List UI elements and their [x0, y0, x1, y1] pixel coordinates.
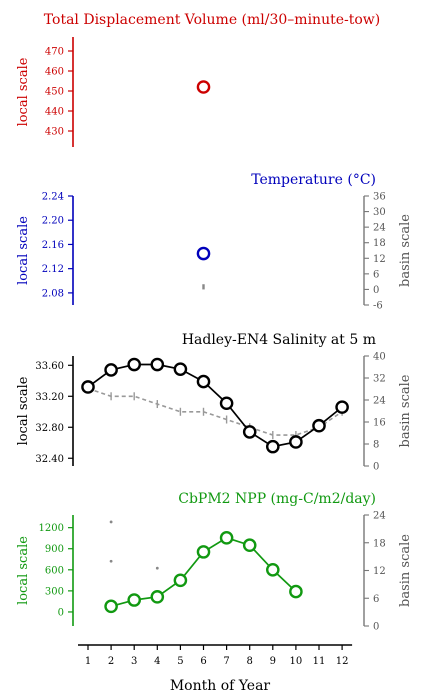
data-point: [196, 545, 211, 559]
left-tick-label: 440: [45, 107, 64, 118]
basin-point: [109, 559, 113, 563]
data-point: [104, 599, 118, 614]
x-tick-label: 1: [85, 656, 91, 667]
right-tick-label: 6: [373, 269, 379, 280]
chart-title: Total Displacement Volume (ml/30–minute-…: [44, 12, 380, 28]
data-point: [173, 362, 188, 376]
right-tick-label: 36: [373, 192, 386, 203]
left-tick-label: 1200: [39, 523, 64, 534]
right-axis-label: basin scale: [398, 214, 413, 287]
left-axis-label: local scale: [16, 536, 31, 605]
right-axis-label: basin scale: [398, 534, 413, 607]
chart-panel-4: CbPM2 NPP (mg-C/m2/day) 0 300 600 900 1200 loc…: [16, 491, 413, 633]
left-tick-label: 2.12: [42, 264, 64, 275]
x-tick-label: 11: [313, 656, 326, 667]
data-point: [196, 80, 211, 94]
basin-point: [109, 520, 113, 524]
right-tick-label: 18: [373, 538, 386, 549]
chart-panel-2: Temperature (°C) 2.08 2.12 2.16 2.20 2.24 loca…: [16, 172, 413, 312]
right-tick-label: 30: [373, 207, 386, 218]
right-tick-label: 8: [373, 440, 379, 451]
right-tick-label: 32: [373, 374, 386, 385]
right-tick-label: 24: [373, 396, 386, 407]
left-axis-label: local scale: [16, 57, 31, 126]
data-point: [242, 538, 257, 553]
right-tick-label: 6: [373, 594, 379, 605]
right-tick-label: 12: [373, 254, 386, 265]
data-point: [289, 435, 303, 449]
left-tick-label: 2.20: [42, 216, 64, 227]
data-point: [150, 357, 165, 372]
left-tick-label: 430: [45, 127, 64, 138]
data-point: [81, 380, 95, 394]
x-tick-label: 10: [290, 656, 303, 667]
x-axis-label: Month of Year: [170, 678, 271, 694]
left-tick-label: 2.08: [42, 288, 64, 299]
data-point: [242, 425, 257, 439]
data-point: [127, 357, 141, 372]
data-point: [265, 439, 280, 454]
chart-title: Temperature (°C): [251, 172, 376, 188]
left-tick-label: 470: [45, 47, 64, 58]
data-point: [219, 531, 234, 545]
x-tick-label: 8: [247, 656, 253, 667]
right-axis-label: basin scale: [398, 374, 413, 447]
left-tick-label: 460: [45, 67, 64, 78]
x-tick-label: 4: [154, 656, 160, 667]
x-tick-label: 6: [200, 656, 206, 667]
x-tick-label: 7: [223, 656, 229, 667]
right-tick-label: 12: [373, 566, 386, 577]
series-line: [87, 363, 343, 448]
basin-point: [155, 566, 159, 570]
data-point: [173, 573, 188, 588]
data-point: [196, 374, 211, 389]
x-tick-label: 3: [131, 656, 137, 667]
left-tick-label: 900: [45, 544, 64, 555]
x-tick-label: 9: [270, 656, 276, 667]
data-point: [150, 590, 165, 604]
chart-panel-1: Total Displacement Volume (ml/30–minute-…: [16, 12, 380, 147]
chart-title: CbPM2 NPP (mg-C/m2/day): [178, 491, 376, 507]
x-tick-label: 2: [108, 656, 114, 667]
data-point: [335, 400, 349, 414]
right-tick-label: 18: [373, 238, 386, 249]
left-tick-label: 33.20: [35, 392, 64, 403]
data-point: [196, 246, 211, 261]
right-tick-label: 24: [373, 511, 386, 522]
x-tick-label: 5: [177, 656, 183, 667]
right-tick-label: 0: [373, 285, 379, 296]
right-tick-label: 0: [373, 622, 379, 633]
left-tick-label: 300: [45, 586, 64, 597]
left-tick-label: 2.16: [42, 240, 64, 251]
chart-panel-3: Hadley-EN4 Salinity at 5 m 32.40 32.80 33.2…: [16, 332, 413, 473]
data-point: [104, 363, 118, 377]
data-point: [312, 418, 326, 433]
right-tick-label: 16: [373, 418, 386, 429]
right-tick-label: 0: [373, 462, 379, 473]
left-tick-label: 32.80: [35, 423, 64, 434]
left-tick-label: 0: [58, 607, 64, 618]
data-point: [219, 396, 234, 411]
data-point: [127, 593, 141, 607]
left-tick-label: 32.40: [35, 454, 64, 465]
right-tick-label: -6: [373, 301, 383, 312]
x-tick-label: 12: [336, 656, 349, 667]
left-tick-label: 2.24: [42, 192, 64, 203]
data-point: [289, 584, 303, 599]
basin-series-line: [87, 387, 343, 436]
left-tick-label: 450: [45, 87, 64, 98]
right-tick-label: 40: [373, 352, 386, 363]
left-tick-label: 600: [45, 565, 64, 576]
left-tick-label: 33.60: [35, 361, 64, 372]
left-axis-label: local scale: [16, 216, 31, 285]
data-point: [265, 562, 280, 577]
chart-title: Hadley-EN4 Salinity at 5 m: [182, 332, 376, 348]
left-axis-label: local scale: [16, 376, 31, 445]
right-tick-label: 24: [373, 223, 386, 234]
